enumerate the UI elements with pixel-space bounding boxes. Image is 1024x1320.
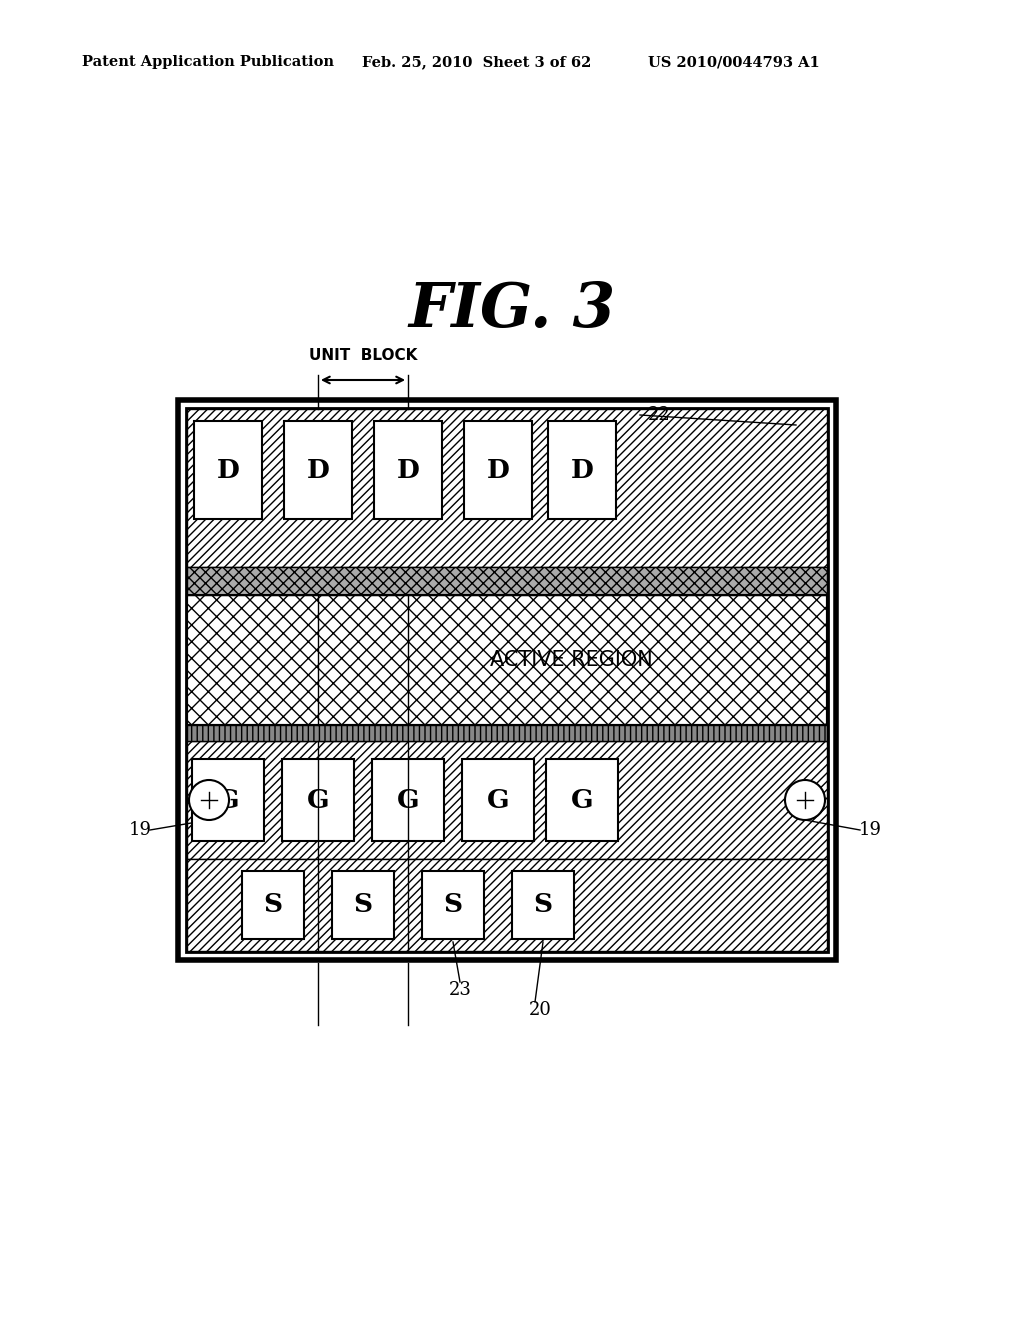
Text: 19: 19 bbox=[128, 821, 152, 840]
Bar bbox=[462, 759, 534, 841]
Bar bbox=[178, 400, 836, 960]
Text: FIG. 3: FIG. 3 bbox=[409, 280, 615, 341]
Text: S: S bbox=[443, 892, 463, 917]
Text: G: G bbox=[217, 788, 240, 813]
Bar bbox=[372, 759, 444, 841]
Circle shape bbox=[189, 780, 229, 820]
Bar bbox=[548, 421, 616, 519]
Bar bbox=[186, 408, 828, 952]
Text: G: G bbox=[396, 788, 419, 813]
Text: D: D bbox=[306, 458, 330, 483]
Text: D: D bbox=[396, 458, 420, 483]
Text: D: D bbox=[486, 458, 509, 483]
Bar bbox=[187, 409, 827, 568]
Bar bbox=[284, 421, 352, 519]
Text: G: G bbox=[486, 788, 509, 813]
Bar bbox=[332, 871, 394, 939]
Text: G: G bbox=[570, 788, 593, 813]
Bar bbox=[187, 725, 827, 741]
Text: S: S bbox=[534, 892, 553, 917]
Bar bbox=[464, 421, 532, 519]
Text: 20: 20 bbox=[528, 1001, 552, 1019]
Text: 22: 22 bbox=[648, 407, 671, 424]
Text: UNIT  BLOCK: UNIT BLOCK bbox=[309, 347, 417, 363]
Bar bbox=[422, 871, 484, 939]
Text: 19: 19 bbox=[858, 821, 882, 840]
Text: S: S bbox=[353, 892, 373, 917]
Text: D: D bbox=[216, 458, 240, 483]
Bar bbox=[194, 421, 262, 519]
Bar bbox=[374, 421, 442, 519]
Text: D: D bbox=[570, 458, 594, 483]
Bar bbox=[187, 595, 827, 725]
Bar bbox=[187, 859, 827, 950]
Bar bbox=[193, 759, 264, 841]
Text: S: S bbox=[263, 892, 283, 917]
Text: US 2010/0044793 A1: US 2010/0044793 A1 bbox=[648, 55, 820, 69]
Circle shape bbox=[785, 780, 825, 820]
Bar bbox=[512, 871, 574, 939]
Bar bbox=[242, 871, 304, 939]
Text: G: G bbox=[306, 788, 330, 813]
Text: Patent Application Publication: Patent Application Publication bbox=[82, 55, 334, 69]
Text: ACTIVE REGION: ACTIVE REGION bbox=[489, 649, 652, 671]
Bar bbox=[282, 759, 354, 841]
Bar bbox=[546, 759, 618, 841]
Bar bbox=[187, 595, 827, 725]
Text: 23: 23 bbox=[449, 981, 471, 999]
Text: Feb. 25, 2010  Sheet 3 of 62: Feb. 25, 2010 Sheet 3 of 62 bbox=[362, 55, 592, 69]
Bar bbox=[187, 741, 827, 859]
Bar bbox=[187, 568, 827, 595]
